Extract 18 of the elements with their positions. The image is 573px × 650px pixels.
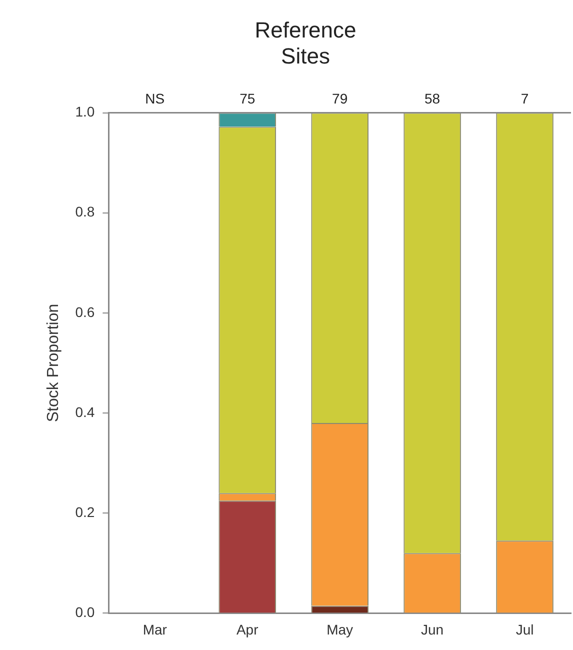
y-axis-title: Stock Proportion: [45, 304, 62, 422]
text: 79: [332, 90, 348, 107]
text: 75: [240, 90, 256, 107]
y-tick-label: 0.0: [75, 604, 95, 620]
y-tick-label: 0.2: [75, 504, 95, 520]
x-tick-label: Jul: [516, 621, 534, 638]
text: 7: [520, 90, 529, 107]
x-tick-label: May: [326, 621, 354, 638]
y-tick-label: 1.0: [75, 104, 95, 120]
y-tick-label: 0.4: [75, 404, 95, 420]
x-tick-label: Apr: [236, 621, 259, 638]
x-tick-label: Mar: [142, 621, 168, 638]
y-tick-label: 0.8: [75, 204, 95, 220]
x-tick-label: Jun: [421, 621, 444, 638]
text: NS: [145, 90, 165, 107]
y-tick-label: 0.6: [75, 304, 95, 320]
text: 58: [424, 90, 440, 107]
chart-title: Reference Sites: [254, 17, 356, 69]
